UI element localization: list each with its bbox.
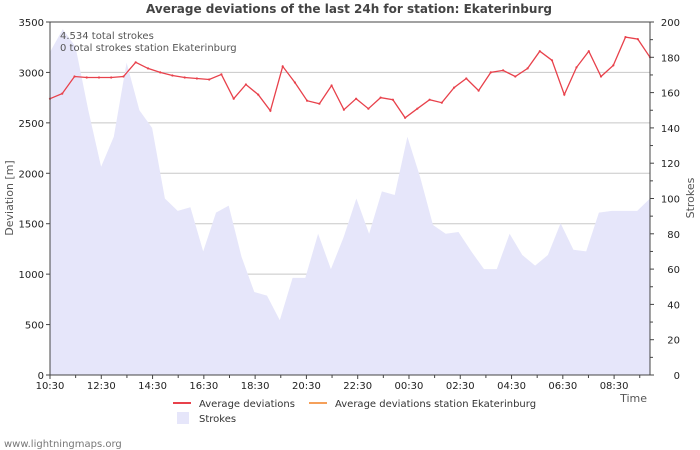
y-axis-ticks: 0 500 1000 1500 2000 2500 3000 3500 [19, 18, 50, 382]
x-tick-label: 00:30 [395, 381, 424, 392]
x-tick-label: 22:30 [343, 381, 372, 392]
deviation-point [550, 59, 554, 62]
deviation-point [428, 98, 431, 101]
deviation-point [244, 83, 247, 86]
y-tick-label: 3500 [19, 18, 44, 29]
x-tick-label: 02:30 [446, 381, 475, 392]
deviation-point [195, 77, 198, 80]
deviation-point [342, 108, 345, 111]
deviation-point [453, 86, 456, 89]
deviation-point [587, 50, 590, 53]
deviation-point [538, 50, 541, 53]
x-tick-label: 08:30 [600, 381, 629, 392]
deviation-point [257, 93, 260, 96]
deviation-point [404, 116, 407, 119]
deviation-point [416, 107, 419, 110]
y-tick-label: 2000 [19, 169, 44, 180]
average-deviations-line [49, 36, 651, 119]
deviation-point [73, 75, 76, 78]
y-tick-label: 1000 [19, 270, 44, 281]
total-strokes-text: 4.534 total strokes [60, 31, 154, 42]
deviation-point [208, 78, 211, 81]
legend-label-strokes: Strokes [199, 414, 236, 425]
deviation-point [355, 97, 358, 100]
deviation-point [330, 84, 333, 87]
deviation-point [477, 89, 480, 92]
deviation-point [293, 81, 296, 84]
average-deviations-points [48, 36, 652, 119]
deviation-point [465, 77, 468, 80]
x-tick-label: 14:30 [138, 381, 167, 392]
y2-tick-label: 200 [661, 18, 680, 29]
deviation-point [183, 76, 186, 79]
y2-tick-label: 20 [667, 336, 680, 347]
y-tick-label: 1500 [19, 220, 44, 231]
deviation-point [563, 93, 566, 96]
x-tick-label: 06:30 [548, 381, 577, 392]
deviation-point [281, 65, 284, 68]
strokes-area [50, 29, 650, 375]
legend-label-station-deviations: Average deviations station Ekaterinburg [335, 399, 536, 410]
deviation-point [171, 74, 174, 77]
deviation-point [526, 67, 529, 70]
deviation-point [367, 107, 370, 110]
x-tick-label: 04:30 [497, 381, 526, 392]
deviation-point [269, 109, 272, 112]
deviation-point [391, 98, 394, 101]
y-tick-label: 500 [25, 321, 44, 332]
x-axis-ticks: 10:30 12:30 14:30 16:30 18:30 20:30 22:30 00:30… [36, 375, 641, 392]
deviation-point [85, 76, 88, 79]
deviation-point [220, 73, 223, 76]
y2-tick-label: 60 [667, 265, 680, 276]
deviation-point [110, 76, 113, 79]
deviation-point [624, 36, 627, 39]
deviation-point [502, 69, 505, 72]
x-tick-label: 12:30 [87, 381, 116, 392]
deviation-point [612, 64, 615, 67]
deviation-point [134, 61, 137, 64]
station-strokes-text: 0 total strokes station Ekaterinburg [60, 43, 237, 54]
deviation-point [379, 96, 382, 99]
y-tick-label: 3000 [19, 68, 44, 79]
legend-label-average-deviations: Average deviations [199, 399, 295, 410]
y2-axis-ticks: 0 20 40 60 80 100 120 140 160 180 200 [650, 18, 680, 382]
deviation-point [514, 75, 517, 78]
y2-axis-label: Strokes [684, 177, 697, 218]
y2-tick-label: 0 [674, 371, 680, 382]
deviation-point [440, 101, 443, 104]
deviation-point [489, 71, 492, 74]
y2-tick-label: 80 [667, 230, 680, 241]
y2-tick-label: 40 [667, 300, 680, 311]
x-tick-label: 16:30 [189, 381, 218, 392]
deviation-point [599, 75, 603, 78]
y2-tick-label: 160 [661, 89, 680, 100]
deviation-point [232, 97, 235, 100]
deviation-point [318, 102, 321, 105]
deviation-point [306, 99, 309, 102]
y2-tick-label: 180 [661, 53, 680, 64]
deviation-point [159, 71, 162, 74]
deviation-point [575, 66, 578, 69]
legend-swatch-strokes [177, 412, 189, 424]
y-tick-label: 2500 [19, 119, 44, 130]
deviation-point [61, 92, 64, 95]
y-axis-label: Deviation [m] [3, 160, 16, 235]
x-tick-label: 10:30 [36, 381, 65, 392]
legend: Average deviations Average deviations st… [173, 399, 536, 425]
deviation-point [146, 67, 150, 70]
site-credit: www.lightningmaps.org [4, 439, 122, 450]
y2-tick-label: 140 [661, 124, 680, 135]
deviation-point [636, 38, 639, 41]
y2-tick-label: 100 [661, 195, 680, 206]
deviation-point [97, 76, 101, 79]
x-tick-label: 20:30 [292, 381, 321, 392]
y2-tick-label: 120 [661, 159, 680, 170]
deviation-point [122, 75, 125, 78]
chart-title: Average deviations of the last 24h for s… [146, 2, 552, 16]
x-tick-label: 18:30 [241, 381, 270, 392]
x-axis-label: Time [619, 392, 647, 405]
y-tick-label: 0 [38, 371, 44, 382]
